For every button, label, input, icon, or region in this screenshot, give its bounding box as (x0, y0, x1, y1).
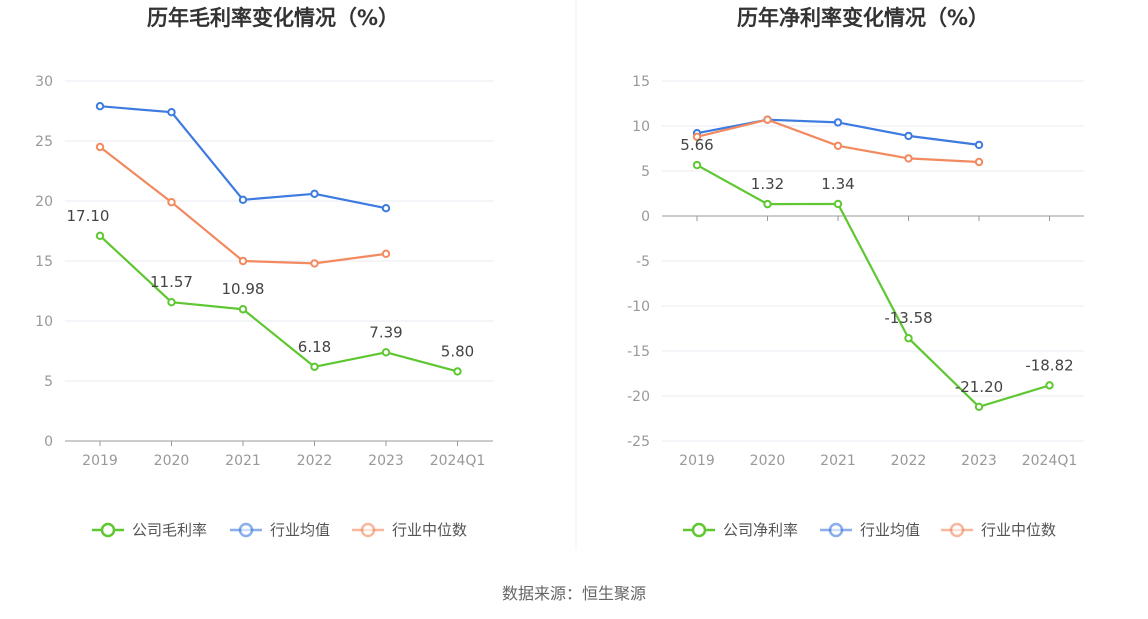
legend-item-company[interactable]: 公司毛利率 (92, 521, 207, 539)
gross-margin-chart: 历年毛利率变化情况（%） 0 5 10 15 20 25 30 2019 2020 2021 2022… (35, 6, 493, 539)
legend-swatch-marker (949, 522, 965, 538)
net-margin-chart: 历年净利率变化情况（%） -25 -20 -15 -10 -5 0 5 10 15 2019 2020… (627, 6, 1084, 539)
x-tick-label: 2024Q1 (1022, 453, 1078, 469)
legend-label: 公司净利率 (723, 521, 798, 539)
x-tick-label: 2024Q1 (430, 453, 486, 469)
y-tick-label: -15 (627, 344, 650, 360)
chart-title: 历年毛利率变化情况（%） (147, 6, 399, 30)
legend-label: 行业均值 (270, 521, 330, 539)
data-point-industry_avg[interactable] (95, 102, 105, 111)
series-line-industry_median (99, 146, 387, 265)
data-label: 11.57 (150, 273, 193, 291)
legend-swatch-marker (828, 522, 844, 538)
x-tick-label: 2021 (820, 453, 856, 469)
data-label: 1.32 (751, 175, 784, 193)
data-point-company[interactable] (95, 231, 105, 241)
y-tick-label: 20 (35, 194, 53, 210)
y-tick-label: -5 (636, 254, 650, 270)
data-point-industry_avg[interactable] (238, 195, 248, 205)
data-point-company[interactable] (833, 199, 843, 209)
x-tick-label: 2022 (891, 453, 927, 469)
data-label: 10.98 (222, 280, 265, 298)
data-label: -13.58 (884, 309, 932, 327)
data-point-industry_avg[interactable] (904, 131, 913, 141)
legend-label: 公司毛利率 (132, 521, 207, 539)
data-point-company[interactable] (238, 305, 248, 314)
y-tick-label: -10 (627, 299, 650, 315)
data-point-industry_avg[interactable] (833, 118, 843, 127)
data-point-company[interactable] (904, 334, 913, 343)
legend-label: 行业均值 (860, 521, 920, 539)
data-source-note: 数据来源：恒生聚源 (501, 584, 646, 603)
data-label: 5.66 (680, 136, 713, 154)
data-label: 6.18 (298, 338, 331, 356)
y-tick-label: 30 (35, 74, 53, 90)
y-tick-label: -25 (627, 434, 650, 450)
legend-swatch-marker (360, 522, 376, 538)
legend-swatch-marker (238, 522, 254, 538)
x-tick-label: 2023 (368, 453, 404, 469)
data-point-industry_median[interactable] (833, 141, 843, 151)
legend-swatch-marker (691, 522, 707, 538)
data-point-industry_median[interactable] (763, 115, 772, 124)
y-tick-label: 15 (632, 74, 650, 90)
data-point-company[interactable] (453, 367, 462, 376)
legend-swatch-marker (100, 522, 116, 538)
data-point-company[interactable] (381, 348, 391, 357)
series-line-company (99, 234, 458, 373)
data-point-industry_avg[interactable] (167, 108, 176, 117)
data-label: 1.34 (821, 175, 854, 193)
data-label: 17.10 (67, 207, 110, 225)
y-tick-label: 15 (35, 254, 53, 270)
data-point-industry_avg[interactable] (310, 189, 319, 199)
y-tick-label: -20 (627, 389, 650, 405)
y-tick-label: 0 (641, 209, 650, 225)
legend-item-industry_avg[interactable]: 行业均值 (820, 521, 920, 539)
y-tick-label: 5 (44, 374, 53, 390)
x-tick-label: 2023 (961, 453, 997, 469)
data-point-industry_median[interactable] (381, 249, 391, 259)
data-point-company[interactable] (763, 199, 772, 209)
data-label: -18.82 (1025, 356, 1073, 374)
y-tick-label: 10 (632, 119, 650, 135)
y-tick-label: 5 (641, 164, 650, 180)
x-tick-label: 2020 (750, 453, 786, 469)
data-point-industry_median[interactable] (167, 198, 176, 207)
x-tick-label: 2020 (154, 453, 190, 469)
x-tick-label: 2019 (82, 453, 118, 469)
chart-title: 历年净利率变化情况（%） (737, 6, 989, 30)
data-point-company[interactable] (974, 402, 984, 411)
data-point-industry_median[interactable] (95, 142, 105, 152)
series-line-company (696, 164, 1050, 408)
data-point-industry_avg[interactable] (974, 140, 984, 150)
data-point-industry_median[interactable] (904, 154, 913, 163)
data-point-company[interactable] (1045, 381, 1054, 390)
data-point-company[interactable] (310, 362, 319, 372)
data-point-industry_avg[interactable] (381, 204, 391, 213)
x-tick-label: 2021 (225, 453, 261, 469)
legend-label: 行业中位数 (981, 521, 1056, 539)
x-tick-label: 2022 (297, 453, 333, 469)
y-tick-label: 0 (44, 434, 53, 450)
y-tick-label: 25 (35, 134, 53, 150)
data-label: 5.80 (441, 342, 474, 360)
x-tick-label: 2019 (679, 453, 715, 469)
data-point-industry_median[interactable] (238, 256, 248, 266)
data-point-company[interactable] (692, 160, 702, 170)
data-point-industry_median[interactable] (692, 132, 702, 142)
data-label: 7.39 (369, 323, 402, 341)
data-point-industry_median[interactable] (310, 259, 319, 268)
legend-item-industry_median[interactable]: 行业中位数 (941, 521, 1056, 539)
series-line-industry_avg (99, 105, 387, 210)
legend-item-industry_avg[interactable]: 行业均值 (230, 521, 330, 539)
data-label: -21.20 (955, 378, 1003, 396)
data-point-industry_median[interactable] (974, 157, 984, 167)
data-point-company[interactable] (167, 297, 176, 307)
legend-item-company[interactable]: 公司净利率 (683, 521, 798, 539)
legend-item-industry_median[interactable]: 行业中位数 (352, 521, 467, 539)
y-tick-label: 10 (35, 314, 53, 330)
legend-label: 行业中位数 (392, 521, 467, 539)
